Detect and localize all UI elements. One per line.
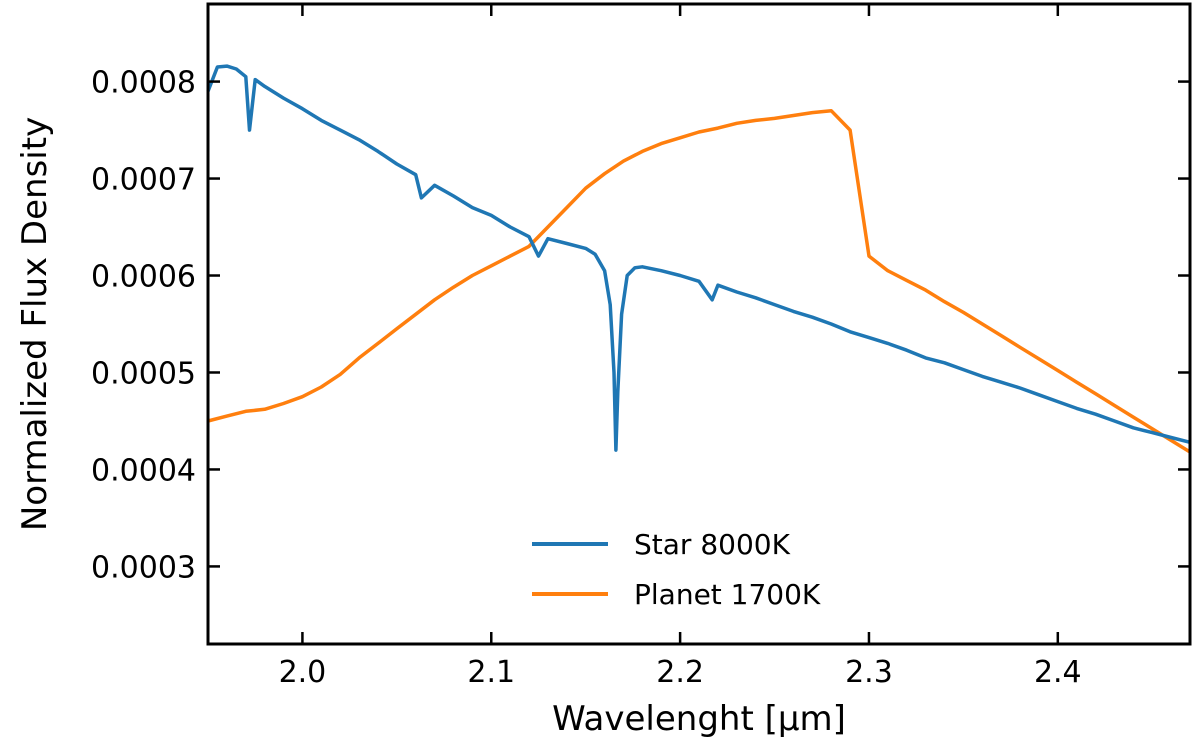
y-tick-label: 0.0005 — [91, 356, 196, 391]
x-tick-label: 2.1 — [467, 655, 515, 690]
ticks-layer: 2.0 2.1 2.2 2.3 2.4 0.0003 0.0004 0.0005 0.0006 0… — [91, 4, 1190, 690]
series-layer — [206, 64, 1191, 454]
x-tick-label: 2.2 — [656, 655, 704, 690]
y-tick-label: 0.0004 — [91, 453, 196, 488]
x-tick-label: 2.4 — [1034, 655, 1082, 690]
x-tick-label: 2.3 — [845, 655, 893, 690]
plot-background — [208, 4, 1190, 644]
y-tick-label: 0.0007 — [91, 163, 196, 198]
y-tick-label: 0.0008 — [91, 66, 196, 101]
legend-label-star: Star 8000K — [634, 528, 791, 561]
legend: Star 8000K Planet 1700K — [532, 528, 821, 611]
y-tick-label: 0.0006 — [91, 260, 196, 295]
series-line-1 — [207, 108, 1191, 454]
series-line-0 — [206, 64, 1191, 452]
plot-frame — [206, 2, 1192, 646]
y-axis-label: Normalized Flux Density — [15, 117, 55, 531]
y-tick-label: 0.0003 — [91, 550, 196, 585]
x-tick-label: 2.0 — [279, 655, 327, 690]
legend-label-planet: Planet 1700K — [634, 578, 821, 611]
x-axis-label: Wavelenght [μm] — [552, 699, 846, 739]
